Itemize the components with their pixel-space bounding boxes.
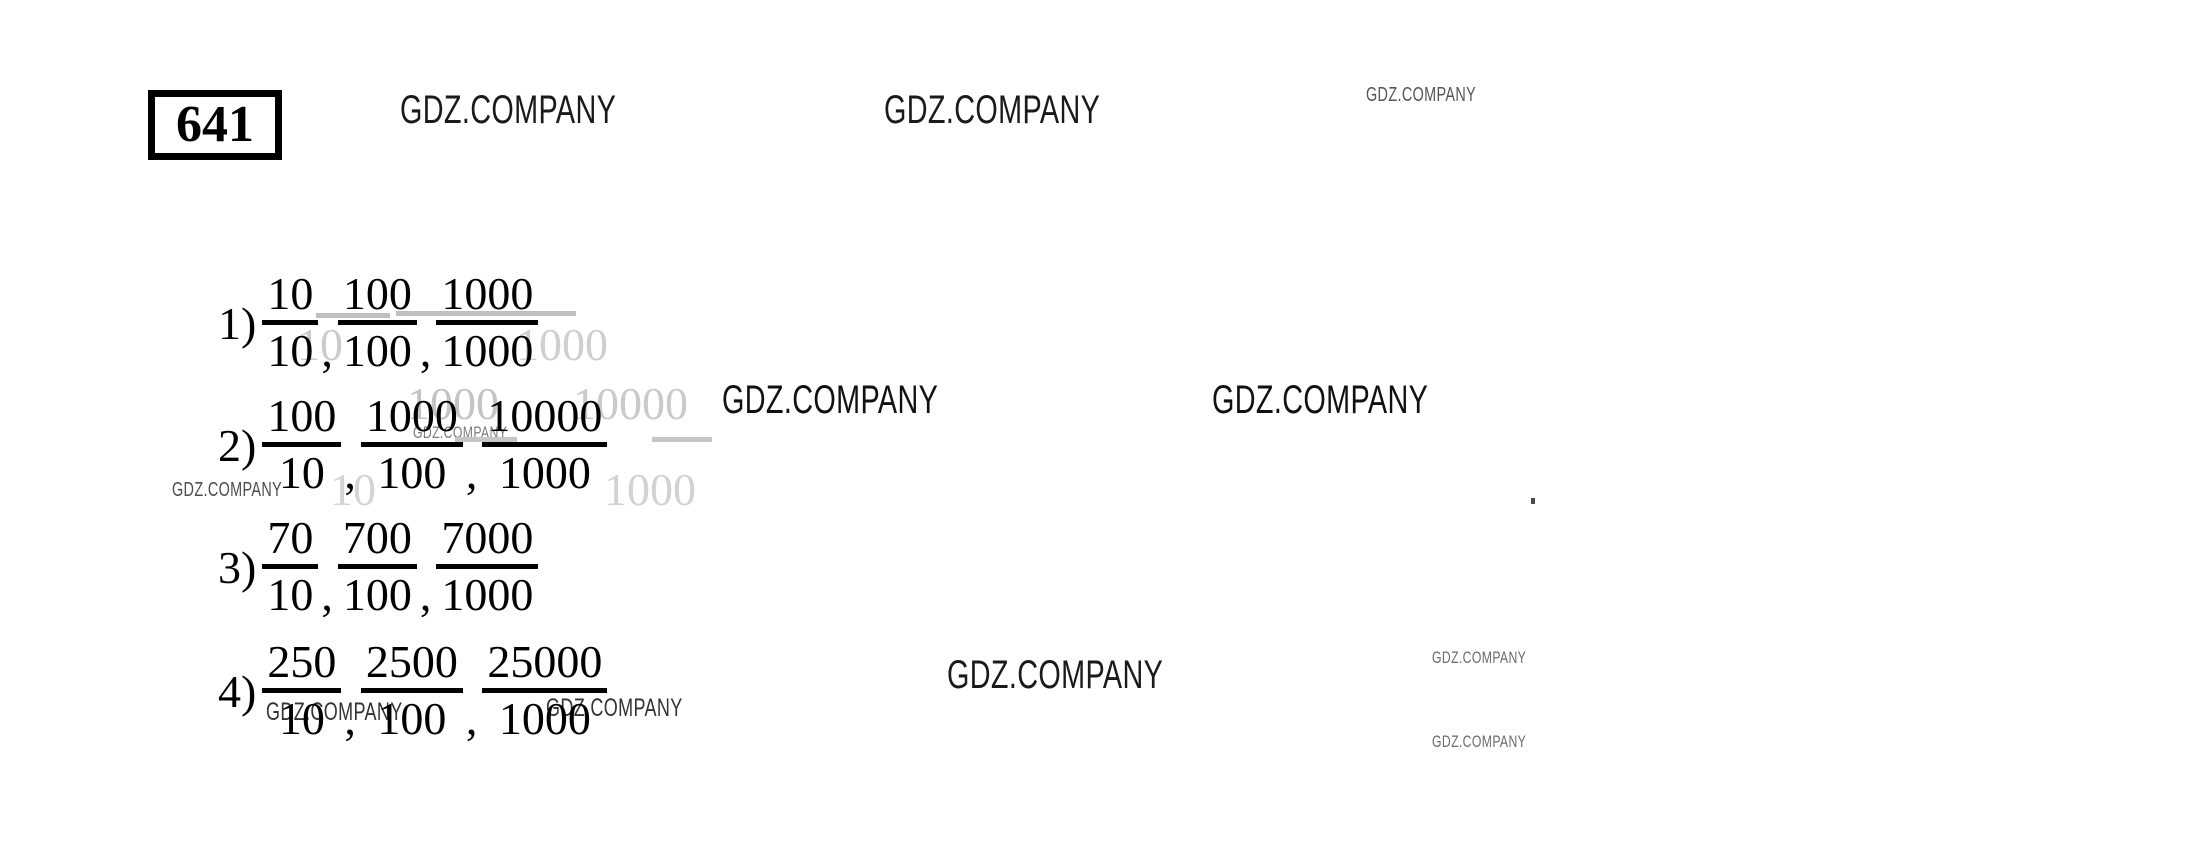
fraction-separator: , [344,693,356,745]
fraction-bar [436,563,539,569]
fraction: 100 100 [337,268,417,376]
fraction-numerator: 1000 [441,268,534,319]
fraction: 10000 1000 [482,390,608,498]
wm-side-small-2: GDZ.COMPANY [1432,732,1527,751]
fraction-separator: , [321,569,333,621]
fraction-row-2: 2) 100 10, 1000 100, 10000 1000 [218,390,609,498]
ghost-bar-d [652,437,712,442]
wm-side-small-1: GDZ.COMPANY [1432,648,1527,667]
fraction-bar [482,441,608,447]
fraction-numerator: 10 [267,268,314,319]
ghost-r2-den3: 1000 [604,464,696,515]
fraction-bar [360,441,463,447]
fraction-bar [436,319,539,325]
fraction-numerator: 1000 [365,390,458,441]
fraction-numerator: 100 [267,390,337,441]
fraction-numerator: 25000 [487,636,603,687]
fraction-denominator: 100 [377,692,447,744]
row-label: 3) [218,542,257,594]
wm-row2-right-1: GDZ.COMPANY [722,378,939,422]
fraction-denominator: 10 [267,324,314,376]
fraction-group: 100 10, 1000 100, 10000 1000 [260,390,609,498]
fraction-row-4: 4) 250 10, 2500 100, 25000 1000 [218,636,609,744]
fraction: 1000 1000 [436,268,539,376]
fraction-row-1: 1) 10 10, 100 100, 1000 1000 [218,268,540,376]
fraction: 2500 100 [360,636,463,744]
fraction-separator: , [465,447,478,499]
fraction-numerator: 2500 [365,636,458,687]
fraction: 250 10 [262,636,342,744]
fraction-row-3: 3) 70 10, 700 100, 7000 1000 [218,512,540,620]
fraction-numerator: 10000 [487,390,603,441]
fraction-denominator: 100 [342,324,412,376]
fraction-denominator: 1000 [441,568,534,620]
fraction-denominator: 10 [278,446,325,498]
fraction-group: 250 10, 2500 100, 25000 1000 [260,636,609,744]
exercise-number: 641 [176,96,254,153]
fraction-numerator: 100 [342,268,412,319]
fraction-group: 70 10, 700 100, 7000 1000 [260,512,540,620]
fraction-bar [262,319,319,325]
row-label: 4) [218,666,257,718]
fraction: 700 100 [337,512,417,620]
wm-row4-right: GDZ.COMPANY [947,653,1164,697]
fraction-bar [262,441,342,447]
fraction-numerator: 250 [267,636,337,687]
fraction-group: 10 10, 100 100, 1000 1000 [260,268,540,376]
fraction-numerator: 700 [342,512,412,563]
fraction-bar [337,563,417,569]
fraction: 100 10 [262,390,342,498]
fraction-bar [262,563,319,569]
speck-1 [1531,498,1535,504]
fraction-separator: , [465,693,478,745]
wm-row2-right-2: GDZ.COMPANY [1212,378,1429,422]
fraction: 10 10 [262,268,319,376]
fraction-bar [360,687,463,693]
fraction-denominator: 100 [377,446,447,498]
wm-top-1: GDZ.COMPANY [400,88,617,132]
fraction: 1000 100 [360,390,463,498]
wm-top-2: GDZ.COMPANY [884,88,1101,132]
fraction-denominator: 1000 [441,324,534,376]
fraction: 25000 1000 [482,636,608,744]
fraction-denominator: 10 [267,568,314,620]
fraction-separator: , [344,447,356,499]
fraction-denominator: 10 [278,692,325,744]
fraction-separator: , [419,325,432,377]
fraction-denominator: 1000 [498,446,591,498]
fraction-bar [337,319,417,325]
fraction-numerator: 7000 [441,512,534,563]
wm-top-3: GDZ.COMPANY [1366,84,1477,106]
fraction-denominator: 1000 [498,692,591,744]
fraction: 70 10 [262,512,319,620]
row-label: 1) [218,298,257,350]
exercise-number-box: 641 [148,90,282,160]
fraction-bar [482,687,608,693]
fraction-separator: , [321,325,333,377]
fraction-bar [262,687,342,693]
fraction: 7000 1000 [436,512,539,620]
fraction-separator: , [419,569,432,621]
fraction-denominator: 100 [342,568,412,620]
row-label: 2) [218,420,257,472]
fraction-numerator: 70 [267,512,314,563]
